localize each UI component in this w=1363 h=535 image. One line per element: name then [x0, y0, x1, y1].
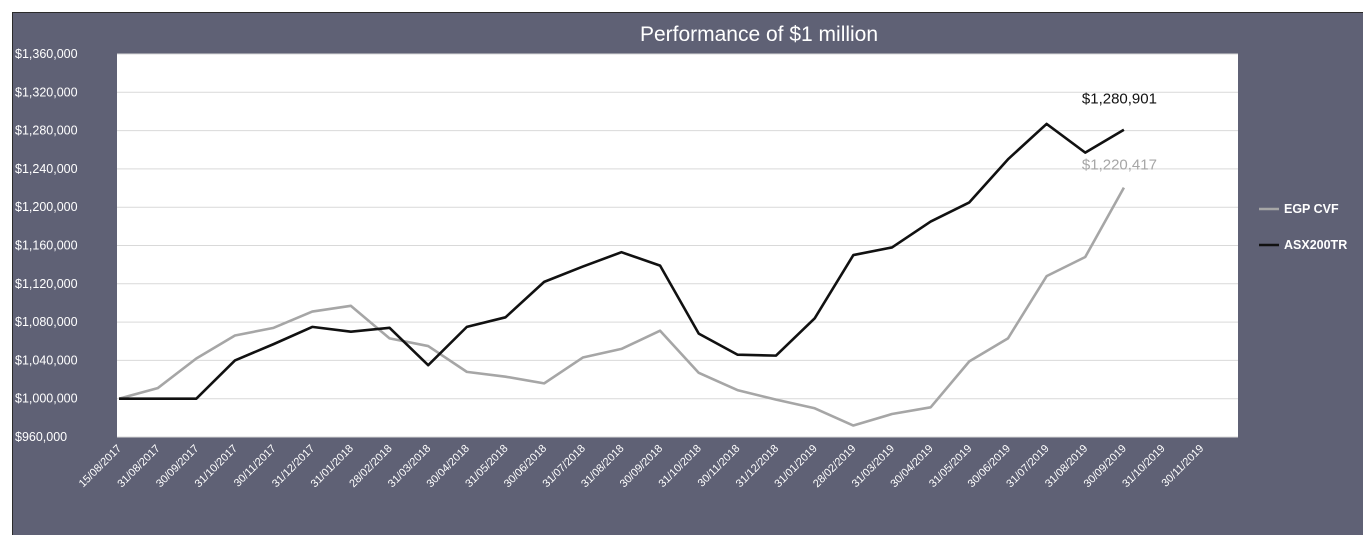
- legend-label: ASX200TR: [1284, 238, 1347, 252]
- chart-title: Performance of $1 million: [640, 23, 878, 46]
- y-tick-label: $1,000,000: [15, 392, 78, 406]
- y-tick-label: $1,240,000: [15, 162, 78, 176]
- x-tick-label: 30/11/2019: [1159, 443, 1206, 490]
- y-tick-label: $1,320,000: [15, 85, 78, 99]
- y-axis-ticks: $960,000 $1,000,000 $1,040,000 $1,080,000 $1…: [15, 47, 78, 444]
- y-tick-label: $1,040,000: [15, 353, 78, 367]
- y-tick-label: $1,080,000: [15, 315, 78, 329]
- x-axis-ticks: 15/08/201731/08/201730/09/201731/10/2017…: [77, 443, 1207, 490]
- chart-frame: Performance of $1 million $960,000 $1,000…: [12, 12, 1363, 535]
- y-tick-label: $960,000: [15, 430, 67, 444]
- y-tick-label: $1,360,000: [15, 47, 78, 61]
- y-tick-label: $1,160,000: [15, 239, 78, 253]
- y-tick-label: $1,200,000: [15, 200, 78, 214]
- y-tick-label: $1,280,000: [15, 124, 78, 138]
- line-chart: Performance of $1 million $960,000 $1,000…: [13, 13, 1363, 535]
- legend: EGP CVF ASX200TR: [1259, 202, 1347, 252]
- end-value-label: $1,220,417: [1082, 157, 1157, 174]
- y-tick-label: $1,120,000: [15, 277, 78, 291]
- end-value-label: $1,280,901: [1082, 91, 1157, 108]
- legend-label: EGP CVF: [1284, 202, 1339, 216]
